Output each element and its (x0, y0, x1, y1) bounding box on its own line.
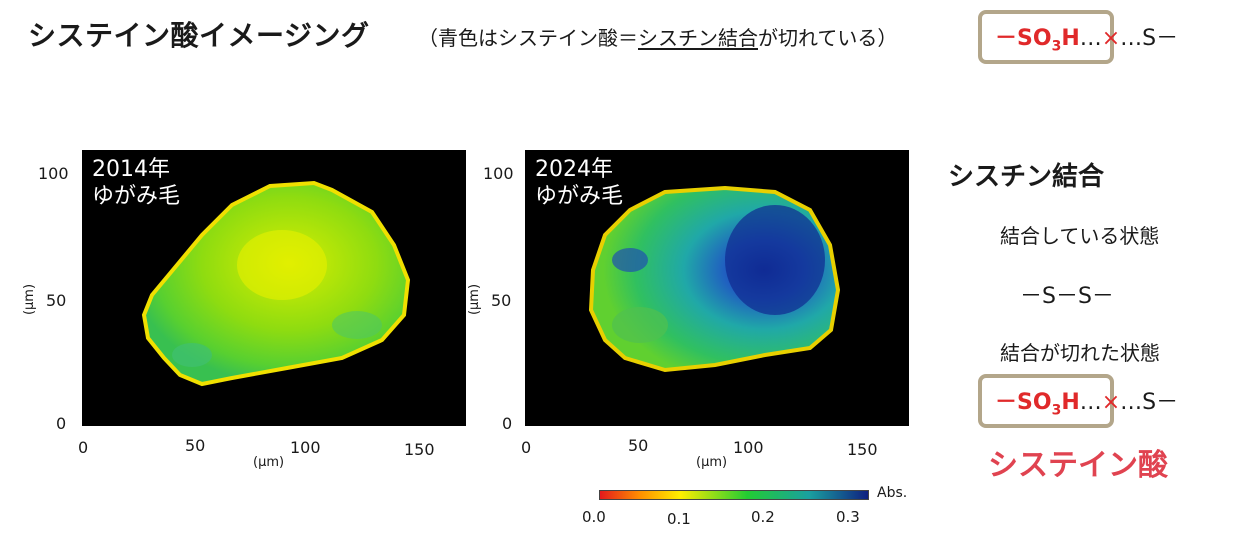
colorbar-tick-1: 0.1 (667, 510, 691, 528)
top-formula-s: S－ (1142, 26, 1179, 51)
p1-xtick-150: 150 (404, 440, 435, 459)
panel-sample-2014: ゆがみ毛 (92, 184, 181, 209)
p1-ytick-50: 50 (46, 291, 67, 310)
p1-x-unit: (µm) (253, 455, 285, 470)
panel-year-2024: 2024年 (535, 157, 613, 182)
side-so3h-box (978, 374, 1114, 428)
subtitle-pre: （青色はシステイン酸＝ (418, 26, 638, 50)
top-formula-h: H (1061, 26, 1080, 51)
p2-x-unit: (µm) (696, 455, 728, 470)
p2-ytick-0: 0 (502, 414, 513, 433)
p2-y-unit: (µm) (467, 283, 483, 316)
page-title: システイン酸イメージング (28, 19, 370, 52)
subtitle-underlined: シスチン結合 (638, 26, 758, 50)
panel-label-2024: 2024年 ゆがみ毛 (535, 156, 623, 210)
p2-xtick-0: 0 (521, 438, 532, 457)
cysteic-acid-label: システイン酸 (988, 448, 1168, 483)
side-formula-s: S－ (1142, 390, 1179, 415)
side-formula-x: × (1101, 390, 1121, 415)
colorbar-tick-3: 0.3 (836, 508, 860, 526)
p2-ytick-50: 50 (491, 291, 512, 310)
top-formula-dots2: … (1120, 26, 1143, 51)
top-formula-so: SO (1017, 26, 1052, 51)
bonded-formula: －S－S－ (1020, 284, 1114, 309)
side-formula-dots2: … (1120, 390, 1143, 415)
p1-y-unit: (µm) (22, 283, 38, 316)
top-formula-dots1: … (1079, 26, 1102, 51)
bonded-label: 結合している状態 (1000, 224, 1160, 248)
broken-label: 結合が切れた状態 (1000, 341, 1160, 365)
top-formula: －SO3H…×…S－ (995, 20, 1178, 54)
image-panel-2014: 2014年 ゆがみ毛 (82, 150, 466, 426)
p1-ytick-100: 100 (38, 164, 69, 183)
colorbar-tick-0: 0.0 (582, 508, 606, 526)
p2-xtick-100: 100 (733, 438, 764, 457)
side-formula-dots1: … (1079, 390, 1102, 415)
top-formula-dash: － (995, 26, 1018, 51)
side-formula-sub3: 3 (1051, 402, 1062, 419)
page-subtitle: （青色はシステイン酸＝シスチン結合が切れている） (418, 22, 897, 51)
top-so3h-box (978, 10, 1114, 64)
colorbar-tick-2: 0.2 (751, 508, 775, 526)
p2-xtick-50: 50 (628, 436, 649, 455)
p1-xtick-0: 0 (78, 438, 89, 457)
p1-xtick-100: 100 (290, 438, 321, 457)
side-formula-so: SO (1017, 390, 1052, 415)
p2-xtick-150: 150 (847, 440, 878, 459)
p1-ytick-0: 0 (56, 414, 67, 433)
p1-xtick-50: 50 (185, 436, 206, 455)
p2-ytick-100: 100 (483, 164, 514, 183)
subtitle-post: が切れている） (758, 26, 898, 50)
side-formula: －SO3H…×…S－ (995, 384, 1178, 418)
side-heading: シスチン結合 (948, 162, 1105, 192)
top-formula-sub3: 3 (1051, 38, 1062, 55)
panel-label-2014: 2014年 ゆがみ毛 (92, 156, 180, 210)
image-panel-2024: 2024年 ゆがみ毛 (525, 150, 909, 426)
panel-sample-2024: ゆがみ毛 (535, 184, 624, 209)
colorbar-unit: Abs. (877, 485, 908, 501)
hair-map-2024 (588, 185, 841, 373)
colorbar (599, 490, 869, 500)
hair-map-2014 (141, 180, 411, 387)
side-formula-dash: － (995, 390, 1018, 415)
panel-year-2014: 2014年 (92, 157, 170, 182)
top-formula-x: × (1101, 26, 1121, 51)
side-formula-h: H (1061, 390, 1080, 415)
